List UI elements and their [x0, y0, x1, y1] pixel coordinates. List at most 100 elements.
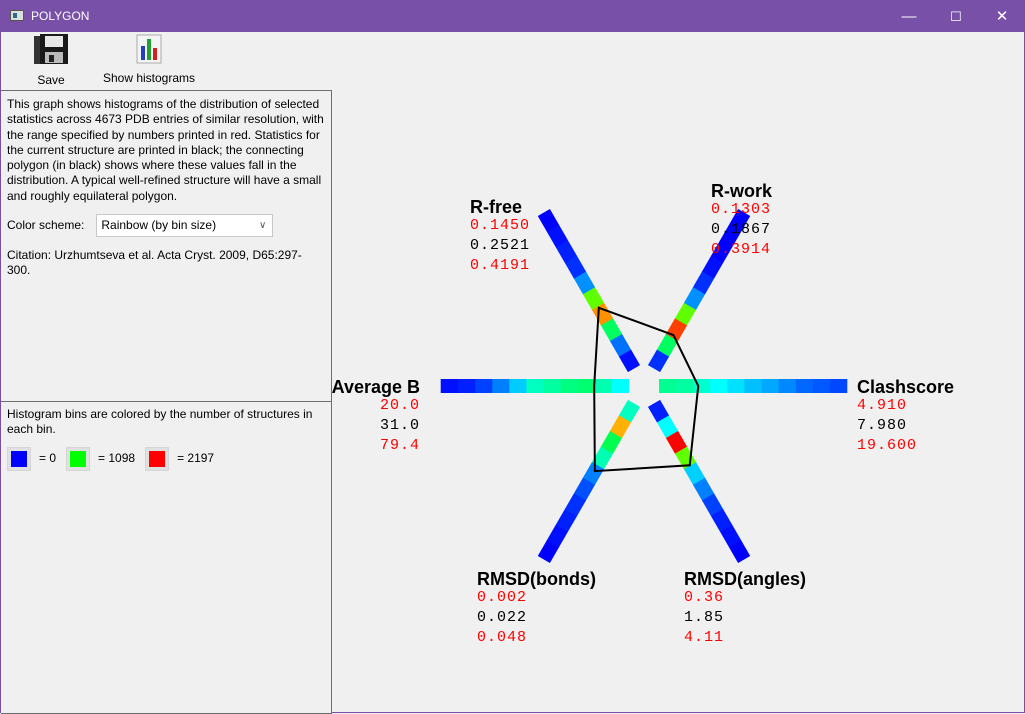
axis-min-value: 0.36: [684, 589, 724, 606]
histogram-bin: [647, 349, 670, 373]
save-icon: [34, 34, 68, 64]
histogram-bin: [656, 415, 679, 439]
axis-max-value: 0.4191: [470, 257, 530, 274]
histogram-bin: [647, 399, 670, 423]
axis-histogram: [647, 399, 751, 563]
chevron-down-icon: ∨: [259, 220, 267, 232]
axis-title: R-free: [470, 197, 522, 217]
app-icon: [10, 10, 24, 21]
histogram-bin: [674, 302, 697, 326]
minimize-button[interactable]: —: [901, 8, 917, 25]
save-button[interactable]: Save: [31, 34, 71, 87]
histogram-bin: [457, 379, 476, 393]
histogram-bin: [701, 493, 724, 517]
histogram-bin: [440, 379, 459, 393]
histogram-bin: [573, 477, 596, 501]
show-histograms-label: Show histograms: [102, 71, 196, 85]
histogram-bin: [526, 379, 544, 393]
axis-value-value: 0.2521: [470, 237, 530, 254]
histogram-bin: [778, 379, 797, 393]
citation-text: Citation: Urzhumtseva et al. Acta Cryst.…: [7, 248, 302, 278]
legend-text: Histogram bins are colored by the number…: [7, 407, 313, 437]
histogram-bin: [609, 333, 632, 357]
histogram-bin: [727, 379, 745, 393]
histogram-bin: [710, 379, 728, 393]
histogram-bin: [594, 379, 612, 393]
legend-swatch[interactable]: [145, 446, 170, 471]
axis-title: R-work: [711, 181, 773, 201]
axis-min-value: 0.1303: [711, 201, 771, 218]
histogram-bin: [555, 508, 578, 532]
histogram-bin: [537, 540, 560, 563]
legend-swatch-color: [70, 450, 87, 467]
legend-swatch[interactable]: [66, 446, 91, 471]
histogram-bin: [728, 540, 751, 563]
toolbar: Save Show histograms: [1, 32, 331, 90]
histogram-bin: [582, 286, 605, 310]
histogram-bin: [683, 462, 706, 486]
axis-histogram: [659, 379, 848, 393]
histogram-bin: [692, 477, 715, 501]
histogram-bin: [656, 333, 679, 357]
info-panel: This graph shows histograms of the distr…: [1, 90, 332, 402]
legend-label: = 1098: [98, 450, 136, 465]
axis-title: RMSD(angles): [684, 569, 806, 589]
axis-max-value: 0.048: [477, 629, 527, 646]
axis-max-value: 19.600: [857, 437, 917, 454]
histogram-bin: [676, 379, 694, 393]
legend-label: = 0: [39, 450, 57, 465]
axis-max-value: 0.3914: [711, 241, 771, 258]
histogram-bin: [812, 379, 831, 393]
close-button[interactable]: ✕: [995, 8, 1009, 25]
histogram-bin: [591, 302, 614, 326]
color-scheme-select[interactable]: Rainbow (by bin size) ∨: [96, 214, 274, 238]
axis-histogram: [537, 209, 641, 373]
histogram-bin: [744, 379, 762, 393]
window-title: POLYGON: [31, 9, 90, 23]
histogram-bin: [761, 379, 779, 393]
maximize-button[interactable]: ☐: [950, 9, 962, 24]
legend-swatch[interactable]: [7, 446, 31, 471]
axis-histogram: [440, 379, 629, 393]
axis-min-value: 0.002: [477, 589, 527, 606]
histogram-bin: [577, 379, 595, 393]
show-histograms-button[interactable]: Show histograms: [101, 34, 197, 85]
axis-title: RMSD(bonds): [477, 569, 596, 589]
legend-swatch-color: [149, 450, 166, 467]
histogram-bin: [665, 430, 688, 454]
histogram-bin: [829, 379, 848, 393]
histogram-bin: [600, 430, 623, 454]
axis-value-value: 0.1867: [711, 221, 771, 238]
histogram-bin: [564, 255, 587, 279]
histogram-bin: [546, 224, 569, 248]
histogram-bin: [555, 240, 578, 264]
histogram-bin: [710, 508, 733, 532]
structure-polygon: [593, 306, 700, 473]
histogram-bin: [573, 271, 596, 295]
histogram-bin: [491, 379, 510, 393]
color-scheme-value: Rainbow (by bin size): [101, 218, 217, 233]
axis-title: Average B: [332, 377, 420, 397]
histogram-bin: [582, 462, 605, 486]
legend-swatch-color: [11, 450, 27, 467]
histogram-bin: [719, 524, 742, 548]
axis-min-value: 20.0: [380, 397, 420, 414]
histogram-bin: [537, 209, 560, 232]
axis-max-value: 79.4: [380, 437, 420, 454]
histogram-icon: [136, 34, 162, 64]
histogram-bin: [795, 379, 814, 393]
histogram-bin: [509, 379, 527, 393]
histogram-bin: [719, 224, 742, 248]
legend-panel: Histogram bins are colored by the number…: [1, 401, 332, 714]
histogram-bin: [609, 415, 632, 439]
histogram-bin: [611, 379, 629, 393]
axis-min-value: 4.910: [857, 397, 907, 414]
axis-max-value: 4.11: [684, 629, 724, 646]
histogram-bin: [618, 349, 641, 373]
axis-value-value: 7.980: [857, 417, 907, 434]
axis-histogram: [647, 209, 751, 373]
axis-value-value: 31.0: [380, 417, 420, 434]
histogram-bin: [564, 493, 587, 517]
